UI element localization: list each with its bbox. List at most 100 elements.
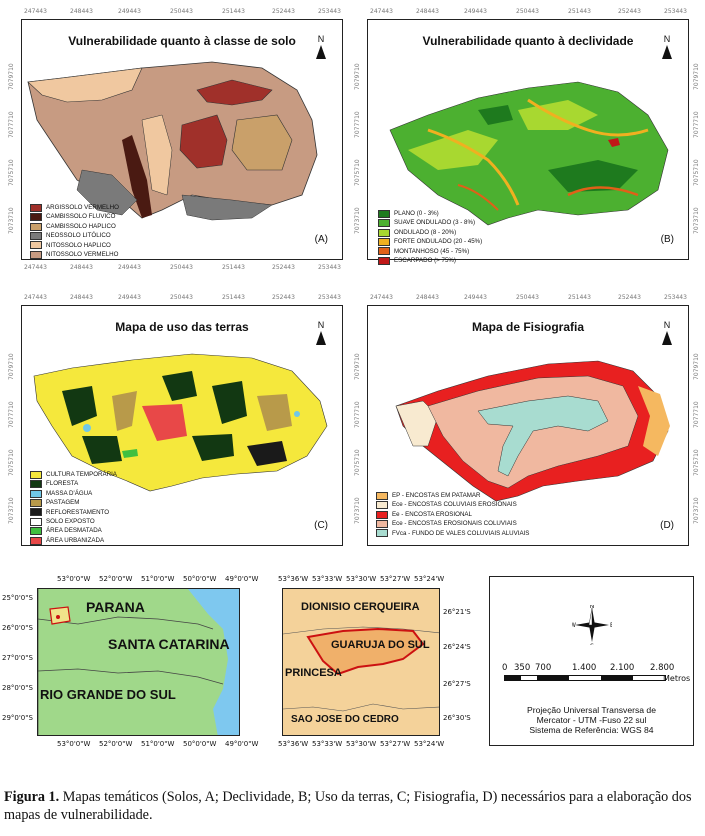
slope-legend: PLANO (0 - 3%) SUAVE ONDULADO (3 - 8%) O… — [378, 209, 482, 265]
coord-label: 7079710 — [8, 353, 15, 380]
lon-tick: 50°0'0"W — [183, 575, 217, 583]
lat-tick: 25°0'0"S — [2, 594, 33, 602]
physiography-legend: EP - ENCOSTAS EM PATAMAR Ece - ENCOSTAS … — [376, 491, 529, 538]
legend-item: Ece - ENCOSTAS EROSIONAIS COLUVIAIS — [376, 519, 529, 528]
lon-tick: 53°27'W — [380, 575, 411, 583]
scale-bar — [504, 675, 666, 681]
legend-item: Ee - ENCOSTA EROSIONAL — [376, 510, 529, 519]
legend-item: CAMBISSOLO FLUVICO — [30, 212, 119, 222]
svg-text:E: E — [610, 622, 612, 629]
legend-item: Ece - ENCOSTAS COLUVIAIS EROSIONAIS — [376, 500, 529, 510]
soil-legend: ARGISSOLO VERMELHO CAMBISSOLO FLUVICO CA… — [30, 203, 119, 259]
lon-tick: 53°36'W — [278, 575, 309, 583]
coord-label: 7075710 — [354, 159, 361, 186]
coord-label: 7077710 — [354, 111, 361, 138]
panel-title: Vulnerabilidade quanto à classe de solo — [68, 34, 296, 48]
lon-tick: 53°30'W — [346, 740, 377, 748]
svg-text:N: N — [590, 605, 595, 610]
legend-item: MASSA D'ÁGUA — [30, 489, 117, 498]
coord-label: 7079710 — [354, 63, 361, 90]
coord-label: 253443 — [318, 264, 341, 271]
state-label-parana: PARANA — [86, 599, 145, 615]
state-locator-map: PARANA SANTA CATARINA RIO GRANDE DO SUL — [37, 588, 240, 736]
caption-label: Figura 1. — [4, 789, 60, 805]
municipality-label-guaruja-do-sul: GUARUJA DO SUL — [331, 639, 430, 651]
north-arrow-icon: N — [314, 34, 328, 59]
coord-label: 251443 — [568, 294, 591, 301]
coord-label: 7073710 — [8, 497, 15, 524]
lon-tick: 53°27'W — [380, 740, 411, 748]
projection-line: Projeção Universal Transversa de — [527, 705, 656, 715]
scale-projection-panel: N E W S 0 350 700 1.400 2.100 2.800 Metr… — [489, 576, 694, 746]
legend-item: FVca - FUNDO DE VALES COLUVIAIS ALUVIAIS — [376, 529, 529, 538]
coord-label: 7079710 — [693, 353, 700, 380]
coord-label: 252443 — [272, 264, 295, 271]
legend-item: PASTAGEM — [30, 498, 117, 507]
land-use-map — [33, 353, 328, 492]
lon-tick: 53°36'W — [278, 740, 309, 748]
legend-item: ESCARPADO (> 75%) — [378, 256, 482, 265]
soil-map — [27, 61, 318, 221]
coord-label: 7073710 — [354, 497, 361, 524]
panel-title: Mapa de uso das terras — [115, 320, 249, 334]
lat-tick: 26°24'S — [443, 643, 471, 651]
coord-label: 248443 — [416, 294, 439, 301]
legend-item: EP - ENCOSTAS EM PATAMAR — [376, 491, 529, 500]
coord-label: 247443 — [24, 8, 47, 15]
coord-label: 252443 — [618, 294, 641, 301]
coord-label: 249443 — [118, 294, 141, 301]
coord-label: 247443 — [370, 8, 393, 15]
coord-label: 7075710 — [8, 449, 15, 476]
caption-text: Mapas temáticos (Solos, A; Declividade, … — [4, 789, 692, 823]
coord-label: 249443 — [118, 264, 141, 271]
scale-tick: 2.100 — [610, 663, 635, 673]
lon-tick: 53°33'W — [312, 740, 343, 748]
coord-label: 7079710 — [354, 353, 361, 380]
lat-tick: 27°0'0"S — [2, 654, 33, 662]
scale-tick: 2.800 — [650, 663, 675, 673]
coord-label: 7077710 — [693, 111, 700, 138]
lon-tick: 51°0'0"W — [141, 740, 175, 748]
slope-map — [389, 81, 669, 226]
map-panel-slope: Vulnerabilidade quanto à declividade N P… — [367, 19, 689, 265]
legend-item: PLANO (0 - 3%) — [378, 209, 482, 218]
lon-tick: 53°24'W — [414, 575, 445, 583]
lon-tick: 53°0'0"W — [57, 740, 91, 748]
scale-unit: Metros — [663, 674, 691, 683]
legend-item: MONTANHOSO (45 - 75%) — [378, 247, 482, 256]
legend-item: NEOSSOLO LITÓLICO — [30, 231, 119, 240]
figure-caption: Figura 1. Mapas temáticos (Solos, A; Dec… — [4, 788, 704, 824]
north-arrow-icon: N — [660, 34, 674, 59]
compass-rose-icon: N E W S — [572, 605, 612, 645]
lon-tick: 53°33'W — [312, 575, 343, 583]
legend-item: ARGISSOLO VERMELHO — [30, 203, 119, 212]
coord-label: 7073710 — [354, 207, 361, 234]
svg-text:W: W — [572, 622, 576, 629]
coord-label: 247443 — [24, 294, 47, 301]
coord-label: 250443 — [516, 294, 539, 301]
coord-label: 7075710 — [693, 449, 700, 476]
map-panel-land-use: Mapa de uso das terras N CULTURA TEMPORÁ… — [21, 305, 343, 546]
lon-tick: 51°0'0"W — [141, 575, 175, 583]
municipality-label-dionisio-cerqueira: DIONISIO CERQUEIRA — [301, 601, 420, 613]
scale-tick: 700 — [535, 663, 552, 673]
coord-label: 253443 — [664, 294, 687, 301]
coord-label: 7077710 — [693, 401, 700, 428]
legend-item: CAMBISSOLO HAPLICO — [30, 222, 119, 231]
coord-label: 247443 — [370, 294, 393, 301]
state-label-rio-grande-do-sul: RIO GRANDE DO SUL — [40, 687, 176, 702]
coord-label: 251443 — [222, 264, 245, 271]
coord-label: 7079710 — [8, 63, 15, 90]
physiography-map — [395, 360, 670, 502]
coord-label: 251443 — [568, 8, 591, 15]
state-locator-svg — [38, 589, 239, 735]
north-arrow-icon: N — [314, 320, 328, 345]
lon-tick: 53°24'W — [414, 740, 445, 748]
panel-letter: (B) — [660, 234, 674, 245]
coord-label: 7079710 — [693, 63, 700, 90]
legend-item: CULTURA TEMPORÁRIA — [30, 470, 117, 479]
lon-tick: 52°0'0"W — [99, 740, 133, 748]
legend-item: ÁREA URBANIZADA — [30, 536, 117, 545]
lon-tick: 49°0'0"W — [225, 740, 259, 748]
lon-tick: 50°0'0"W — [183, 740, 217, 748]
